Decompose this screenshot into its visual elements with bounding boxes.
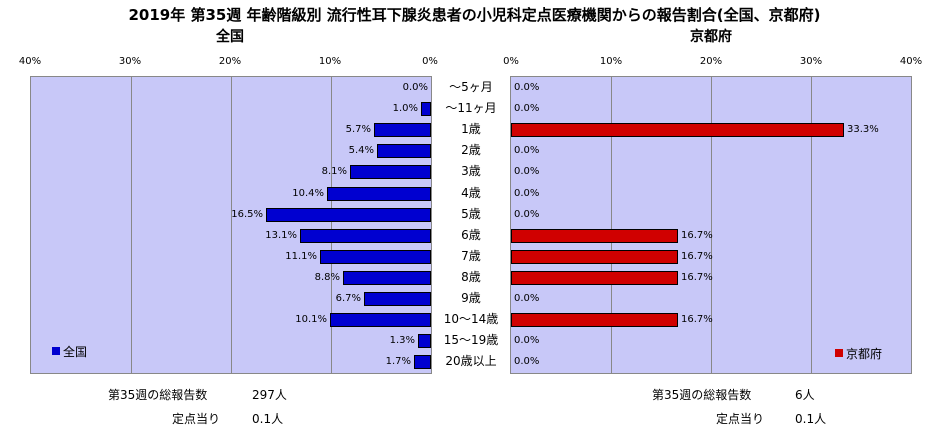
data-label-kyoto: 0.0% — [514, 293, 540, 304]
legend-label-kyoto: 京都府 — [846, 347, 883, 361]
x-tick-label: 40% — [899, 56, 923, 67]
kyoto-per-value: 0.1人 — [795, 412, 827, 426]
data-label-kyoto: 0.0% — [514, 208, 540, 220]
data-label-kyoto: 0.0% — [514, 356, 540, 368]
chart-title: 2019年 第35週 年齢階級別 流行性耳下腺炎患者の小児科定点医療機関からの報… — [128, 6, 821, 24]
x-tick-label: 0% — [503, 56, 519, 67]
data-label-kyoto: 0.0% — [514, 335, 540, 347]
gridline — [811, 77, 812, 373]
national-per-label: 定点当り — [172, 412, 221, 426]
category-label: 10～14歳 — [443, 312, 499, 327]
data-label-national: 1.3% — [389, 335, 415, 347]
data-label-kyoto: 16.7% — [681, 314, 713, 326]
bar-national — [421, 102, 431, 117]
kyoto-total-label: 第35週の総報告数 — [652, 388, 752, 402]
category-label: 1歳 — [461, 122, 481, 137]
data-label-kyoto: 16.7% — [681, 250, 713, 262]
bar-national — [320, 249, 431, 264]
bar-national — [374, 123, 431, 138]
data-label-national: 10.4% — [292, 187, 324, 199]
category-label: 2歳 — [461, 143, 481, 158]
gridline — [611, 77, 612, 373]
data-label-national: 11.1% — [285, 250, 317, 262]
data-label-kyoto: 0.0% — [514, 82, 540, 93]
national-total-value: 297人 — [252, 388, 287, 402]
bar-national — [350, 165, 431, 180]
bar-national — [330, 313, 431, 328]
bar-kyoto — [511, 270, 678, 285]
category-label: 4歳 — [461, 185, 481, 200]
kyoto-per-label: 定点当り — [716, 412, 765, 426]
x-tick-label: 20% — [218, 56, 242, 67]
category-label: ～5ヶ月 — [449, 80, 493, 94]
bar-national — [414, 355, 431, 370]
bar-kyoto — [511, 228, 678, 243]
x-tick-label: 10% — [318, 56, 342, 67]
data-label-national: 8.8% — [314, 271, 340, 283]
data-label-kyoto: 16.7% — [681, 229, 713, 241]
data-label-kyoto: 0.0% — [514, 145, 540, 157]
national-total-label: 第35週の総報告数 — [108, 388, 208, 402]
data-label-national: 0.0% — [402, 82, 428, 93]
x-tick-label: 20% — [699, 56, 723, 67]
bar-national — [327, 186, 431, 201]
gridline — [711, 77, 712, 373]
legend-kyoto: 京都府 — [835, 345, 882, 362]
x-tick-label: 30% — [118, 56, 142, 67]
data-label-national: 10.1% — [295, 314, 327, 326]
bar-kyoto — [511, 249, 678, 264]
x-tick-label: 40% — [18, 56, 42, 67]
plot-area-national: 0.0% 1.0% 5.7% 5.4% 8.1% 10.4% 16.5% 13.1% 11.1%… — [30, 76, 432, 374]
gridline — [231, 77, 232, 373]
category-label: 3歳 — [461, 164, 481, 179]
legend-national: 全国 — [52, 343, 87, 360]
x-tick-label: 0% — [422, 56, 438, 67]
category-label: 15～19歳 — [443, 333, 499, 348]
legend-label-national: 全国 — [63, 345, 88, 359]
category-label: 7歳 — [461, 248, 481, 263]
bar-national — [300, 228, 431, 243]
gridline — [131, 77, 132, 373]
legend-swatch-kyoto — [835, 349, 843, 357]
data-label-national: 6.7% — [335, 293, 361, 304]
category-label: 9歳 — [461, 291, 481, 305]
bar-national — [364, 292, 431, 306]
category-label: ～11ヶ月 — [445, 101, 497, 116]
data-label-kyoto: 33.3% — [847, 124, 879, 136]
data-label-national: 13.1% — [265, 229, 297, 241]
category-label: 6歳 — [461, 227, 481, 242]
bar-kyoto — [511, 313, 678, 328]
data-label-national: 8.1% — [321, 166, 347, 178]
data-label-kyoto: 0.0% — [514, 166, 540, 178]
bar-national — [266, 207, 431, 222]
bar-kyoto — [511, 123, 844, 138]
data-label-national: 1.0% — [392, 103, 418, 115]
x-tick-label: 10% — [599, 56, 623, 67]
data-label-national: 16.5% — [231, 208, 263, 220]
legend-swatch-national — [52, 347, 60, 355]
kyoto-total-value: 6人 — [795, 388, 815, 402]
gridline — [331, 77, 332, 373]
x-tick-label: 30% — [799, 56, 823, 67]
plot-area-kyoto: 0.0% 0.0% 33.3% 0.0% 0.0% 0.0% 0.0% 16.7% 16.7% 1… — [510, 76, 912, 374]
bar-national — [418, 334, 431, 349]
category-label: 20歳以上 — [445, 354, 497, 369]
national-per-value: 0.1人 — [252, 412, 284, 426]
data-label-kyoto: 16.7% — [681, 271, 713, 283]
category-label: 8歳 — [461, 269, 481, 284]
data-label-national: 5.7% — [345, 124, 371, 136]
panel-title-kyoto: 京都府 — [690, 29, 732, 45]
data-label-national: 1.7% — [385, 356, 411, 368]
bar-national — [377, 144, 431, 159]
data-label-kyoto: 0.0% — [514, 187, 540, 199]
panel-title-national: 全国 — [216, 29, 244, 45]
data-label-national: 5.4% — [348, 145, 374, 157]
category-label: 5歳 — [461, 206, 481, 221]
bar-national — [343, 270, 431, 285]
data-label-kyoto: 0.0% — [514, 103, 540, 115]
